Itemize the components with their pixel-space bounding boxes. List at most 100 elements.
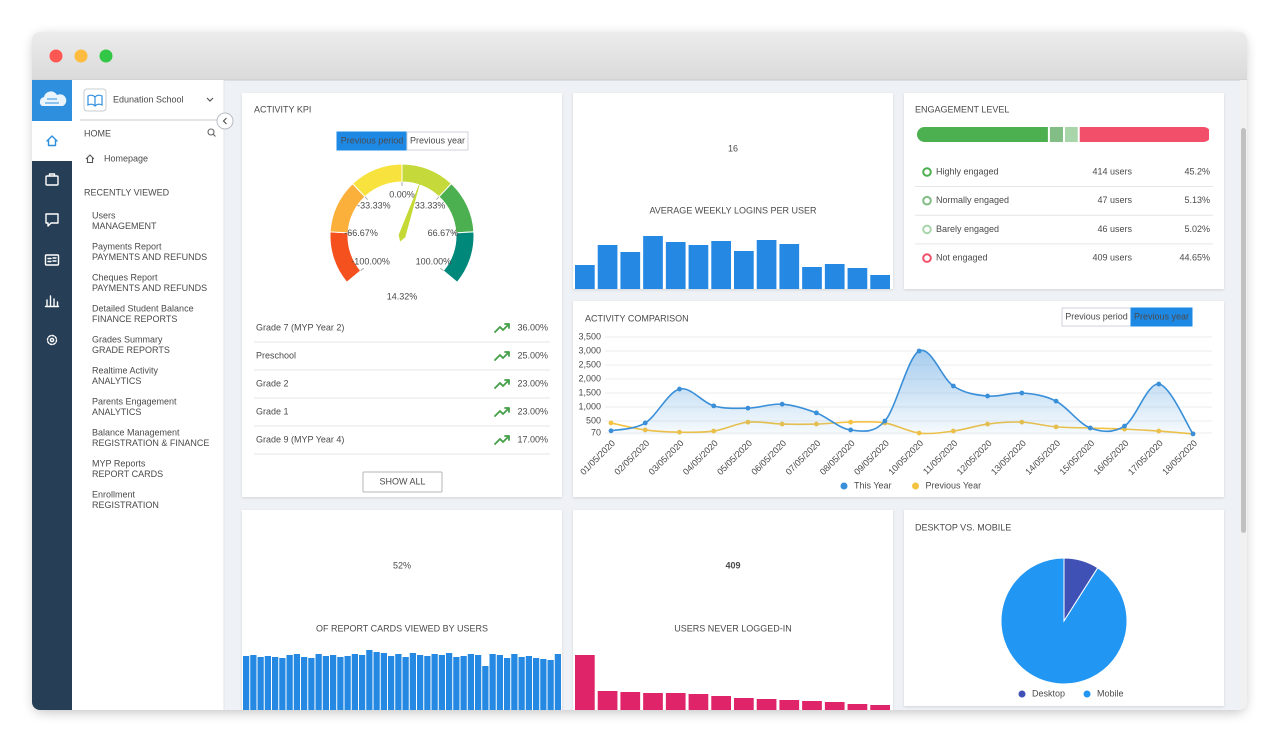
bar: [272, 657, 279, 710]
trend-icon: [494, 379, 510, 389]
nav-item-title[interactable]: Detailed Student Balance: [92, 303, 194, 313]
legend-swatch[interactable]: [912, 482, 920, 490]
collapse-button[interactable]: [216, 112, 234, 130]
bar: [380, 653, 387, 710]
level-icon: [922, 224, 932, 235]
engagement-segment: [917, 127, 1048, 142]
nav-item-subtitle: MANAGEMENT: [92, 221, 157, 231]
nav-item-title[interactable]: Parents Engagement: [92, 396, 177, 406]
y-tick-label: 2,500: [578, 359, 601, 369]
close-button[interactable]: [49, 49, 63, 63]
nav-settings[interactable]: [46, 334, 58, 346]
level-users: 46 users: [1097, 224, 1132, 234]
level-name: Not engaged: [936, 252, 988, 262]
legend-swatch[interactable]: [840, 482, 848, 490]
point: [745, 405, 751, 411]
nav-item-title[interactable]: Payments Report: [92, 241, 162, 251]
row-name: Grade 1: [256, 406, 289, 416]
sidebar: [72, 80, 224, 710]
bar: [243, 656, 250, 710]
kpi-label: OF REPORT CARDS VIEWED BY USERS: [316, 623, 488, 633]
y-tick-label: 3,500: [578, 331, 601, 341]
toggle-label[interactable]: Previous year: [410, 135, 465, 145]
row-change: 17.00%: [517, 434, 548, 444]
homepage-link[interactable]: Homepage: [104, 153, 148, 163]
nav-item-title[interactable]: Grades Summary: [92, 334, 163, 344]
toggle-button[interactable]: [406, 131, 469, 151]
briefcase-handle: [48, 173, 56, 177]
show-all-label[interactable]: SHOW ALL: [379, 476, 425, 486]
nav-item-title[interactable]: Cheques Report: [92, 272, 158, 282]
bar: [734, 251, 754, 289]
show-all-button[interactable]: [362, 471, 443, 493]
nav-item-subtitle: GRADE REPORTS: [92, 345, 170, 355]
gear-icon: [46, 334, 58, 346]
bar: [711, 696, 731, 710]
minimize-button[interactable]: [74, 49, 88, 63]
scrollbar-thumb[interactable]: [1241, 128, 1246, 533]
level-share: 45.2%: [1184, 166, 1210, 176]
homepage-icon: [85, 154, 95, 164]
legend-swatch[interactable]: [1018, 690, 1026, 698]
bar: [547, 660, 554, 710]
toggle-label[interactable]: Previous period: [341, 135, 404, 145]
bar: [643, 236, 663, 289]
toggle-button[interactable]: [1130, 307, 1193, 327]
search-handle: [212, 133, 216, 137]
chart-icon[interactable]: [44, 295, 60, 308]
card-title: ACTIVITY COMPARISON: [585, 313, 689, 323]
search-icon[interactable]: [207, 128, 216, 137]
bar: [688, 694, 709, 710]
school-name[interactable]: Edunation School: [113, 94, 184, 104]
toggle-label[interactable]: Previous year: [1134, 311, 1189, 321]
nav-apps[interactable]: [45, 173, 59, 186]
point: [1156, 381, 1162, 387]
bar: [711, 241, 731, 289]
point: [916, 348, 922, 354]
point: [1087, 425, 1093, 431]
gauge-needle: [398, 179, 422, 242]
bar: [351, 654, 358, 710]
nav-item-title[interactable]: Enrollment: [92, 489, 136, 499]
level-icon: [922, 253, 932, 263]
bar: [756, 240, 777, 289]
card-icon: [44, 254, 60, 266]
row-change: 25.00%: [517, 350, 548, 360]
bar: [554, 654, 561, 710]
nav-item-title[interactable]: Realtime Activity: [92, 365, 159, 375]
nav-item-title[interactable]: MYP Reports: [92, 458, 146, 468]
kpi-number: 409: [725, 560, 740, 570]
bar: [438, 655, 445, 710]
toggle-label[interactable]: Previous period: [1065, 311, 1128, 321]
bar: [453, 657, 460, 710]
bar: [779, 244, 800, 289]
gauge-tick-label: 33.33%: [415, 201, 446, 211]
school-chevron[interactable]: [206, 97, 214, 102]
nav-item-title[interactable]: Balance Management: [92, 427, 180, 437]
legend-label[interactable]: Previous Year: [926, 480, 982, 490]
row-change: 23.00%: [517, 378, 548, 388]
zoom-button[interactable]: [99, 49, 113, 63]
legend-label[interactable]: This Year: [854, 480, 892, 490]
card-title: DESKTOP VS. MOBILE: [915, 522, 1011, 532]
bar: [597, 245, 618, 289]
legend-label[interactable]: Desktop: [1032, 688, 1065, 698]
briefcase-icon: [45, 175, 59, 186]
trend-icon: [494, 407, 510, 417]
home-heading: HOME: [84, 128, 111, 138]
home-icon: [46, 135, 58, 147]
bar: [431, 654, 438, 710]
nav-home-active[interactable]: [32, 121, 72, 161]
nav-item-title[interactable]: Users: [92, 210, 116, 220]
chat-icon[interactable]: [45, 213, 59, 227]
bar: [870, 705, 890, 710]
legend-label[interactable]: Mobile: [1097, 688, 1124, 698]
y-tick-label: 2,000: [578, 373, 601, 383]
point: [1019, 390, 1025, 396]
legend-swatch[interactable]: [1083, 690, 1091, 698]
bar: [482, 666, 489, 710]
bar: [373, 652, 380, 710]
kpi-number: 52%: [393, 560, 411, 570]
bar: [293, 654, 300, 710]
nav-cards[interactable]: [44, 254, 60, 266]
